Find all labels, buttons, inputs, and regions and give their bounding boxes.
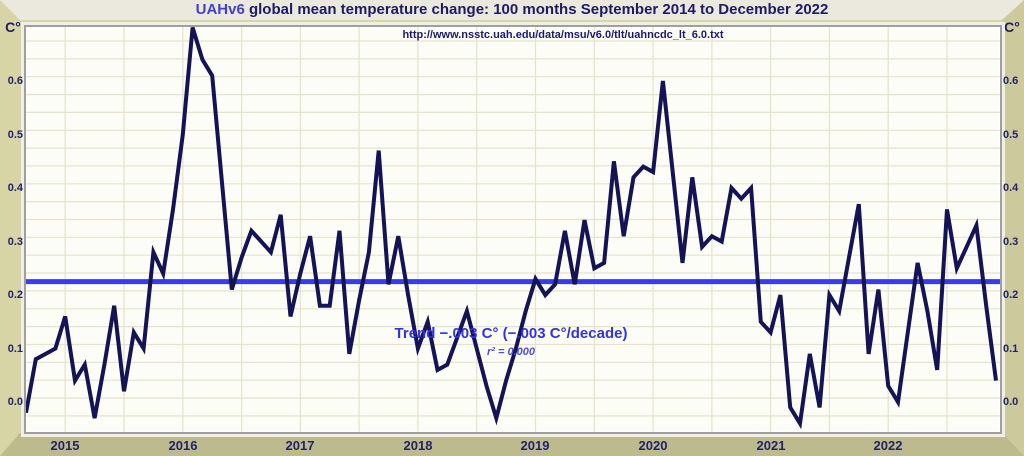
- y-tick-right-0.6: 0.6: [1003, 75, 1019, 87]
- trend-annotation: Trend −.003 C° (−.003 C°/decade): [394, 325, 628, 342]
- y-tick-right-0.2: 0.2: [1003, 289, 1019, 301]
- y-tick-left-0.0: 0.0: [7, 396, 23, 408]
- chart-title-accent: UAHv6: [195, 1, 245, 18]
- r-squared-annotation: r² = 0.000: [486, 346, 535, 358]
- x-tick-2017: 2017: [285, 438, 315, 453]
- temperature-anomaly-line: [26, 27, 998, 430]
- x-tick-2022: 2022: [873, 438, 903, 453]
- x-tick-2015: 2015: [50, 438, 80, 453]
- y-tick-right-0.1: 0.1: [1003, 343, 1019, 355]
- x-tick-2016: 2016: [168, 438, 198, 453]
- y-axis-unit-right: C°: [1004, 19, 1020, 35]
- y-tick-right-0.4: 0.4: [1003, 182, 1019, 194]
- y-axis-unit-left: C°: [5, 19, 21, 35]
- chart-svg: [26, 27, 1000, 432]
- chart-title-rest: global mean temperature change: 100 mont…: [244, 1, 829, 18]
- y-tick-left-0.5: 0.5: [7, 129, 23, 141]
- chart-title: UAHv6 global mean temperature change: 10…: [0, 1, 1024, 18]
- x-tick-2018: 2018: [403, 438, 433, 453]
- x-tick-2019: 2019: [520, 438, 550, 453]
- y-tick-left-0.4: 0.4: [7, 182, 23, 194]
- y-tick-right-0.0: 0.0: [1003, 396, 1019, 408]
- x-tick-2021: 2021: [756, 438, 786, 453]
- x-tick-2020: 2020: [638, 438, 668, 453]
- plot-area: [26, 27, 1000, 432]
- y-tick-right-0.5: 0.5: [1003, 129, 1019, 141]
- data-source-url: http://www.nsstc.uah.edu/data/msu/v6.0/t…: [402, 29, 724, 41]
- y-tick-left-0.2: 0.2: [7, 289, 23, 301]
- y-tick-left-0.3: 0.3: [7, 236, 23, 248]
- y-tick-left-0.1: 0.1: [7, 343, 23, 355]
- y-tick-left-0.6: 0.6: [7, 75, 23, 87]
- y-tick-right-0.3: 0.3: [1003, 236, 1019, 248]
